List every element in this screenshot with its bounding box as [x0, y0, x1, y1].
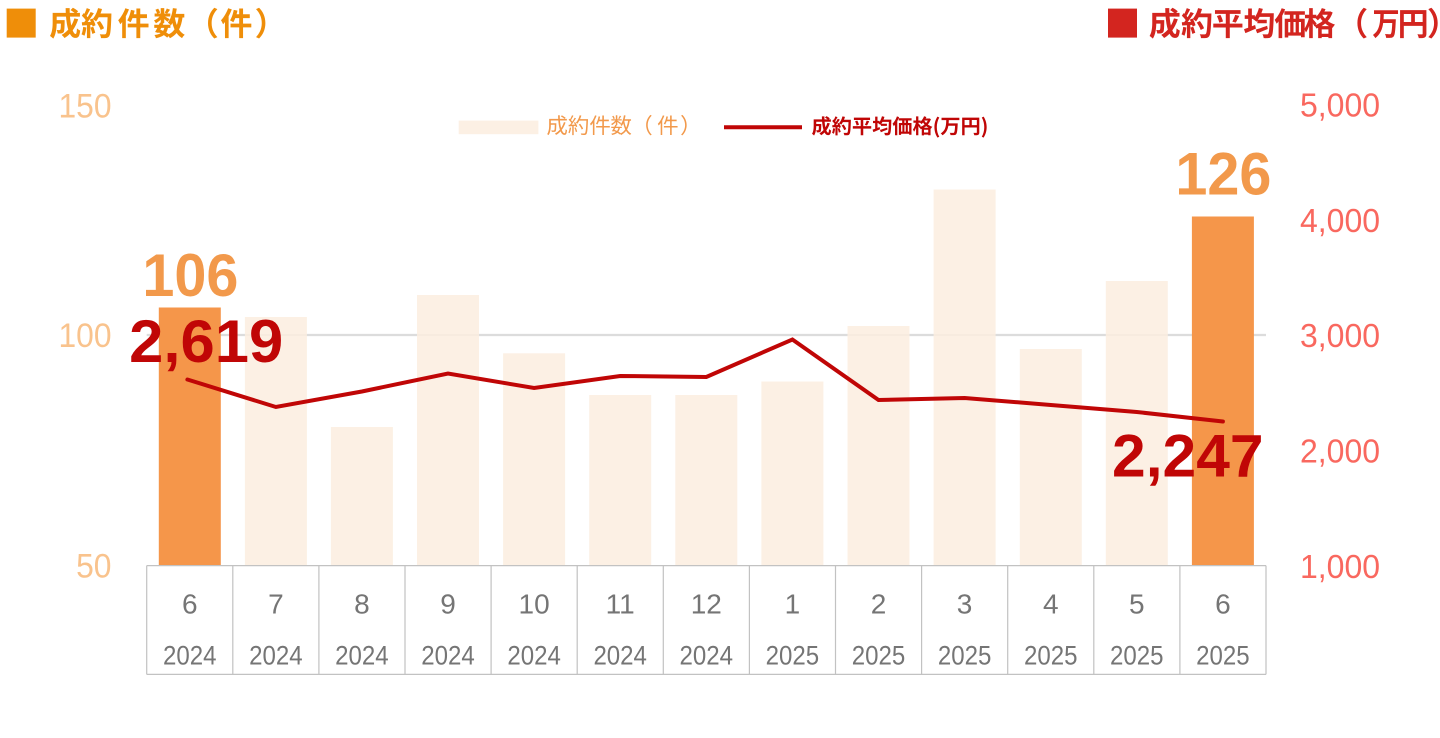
svg-text:2025: 2025 — [1196, 641, 1250, 671]
svg-text:2024: 2024 — [507, 641, 561, 671]
svg-text:8: 8 — [354, 588, 370, 619]
svg-text:12: 12 — [691, 588, 722, 619]
svg-text:2,247: 2,247 — [1112, 423, 1264, 490]
svg-text:6: 6 — [182, 588, 198, 619]
svg-text:5,000: 5,000 — [1300, 88, 1380, 125]
svg-text:2024: 2024 — [335, 641, 389, 671]
svg-text:5: 5 — [1129, 588, 1145, 619]
svg-text:2,000: 2,000 — [1300, 434, 1380, 471]
svg-text:2,619: 2,619 — [129, 308, 283, 375]
svg-text:2024: 2024 — [249, 641, 303, 671]
svg-text:6: 6 — [1215, 588, 1231, 619]
svg-text:4: 4 — [1043, 588, 1059, 619]
svg-text:2025: 2025 — [766, 641, 820, 671]
svg-text:100: 100 — [59, 317, 112, 355]
svg-text:4,000: 4,000 — [1300, 203, 1380, 240]
svg-text:2024: 2024 — [421, 641, 475, 671]
svg-text:126: 126 — [1175, 141, 1271, 208]
svg-text:2025: 2025 — [1024, 641, 1078, 671]
svg-text:2: 2 — [871, 588, 887, 619]
svg-text:3: 3 — [957, 588, 973, 619]
svg-text:7: 7 — [268, 588, 284, 619]
svg-text:2024: 2024 — [680, 641, 734, 671]
svg-text:106: 106 — [142, 242, 238, 309]
svg-text:3,000: 3,000 — [1300, 318, 1380, 355]
svg-text:9: 9 — [440, 588, 456, 619]
svg-text:2025: 2025 — [1110, 641, 1164, 671]
svg-text:2024: 2024 — [593, 641, 647, 671]
svg-text:150: 150 — [59, 88, 112, 126]
svg-text:50: 50 — [76, 547, 111, 585]
svg-text:11: 11 — [606, 588, 635, 619]
svg-text:1,000: 1,000 — [1300, 549, 1380, 586]
svg-text:2024: 2024 — [163, 641, 217, 671]
svg-text:2025: 2025 — [938, 641, 992, 671]
svg-text:1: 1 — [785, 588, 801, 619]
svg-text:10: 10 — [519, 588, 550, 619]
svg-text:2025: 2025 — [852, 641, 906, 671]
